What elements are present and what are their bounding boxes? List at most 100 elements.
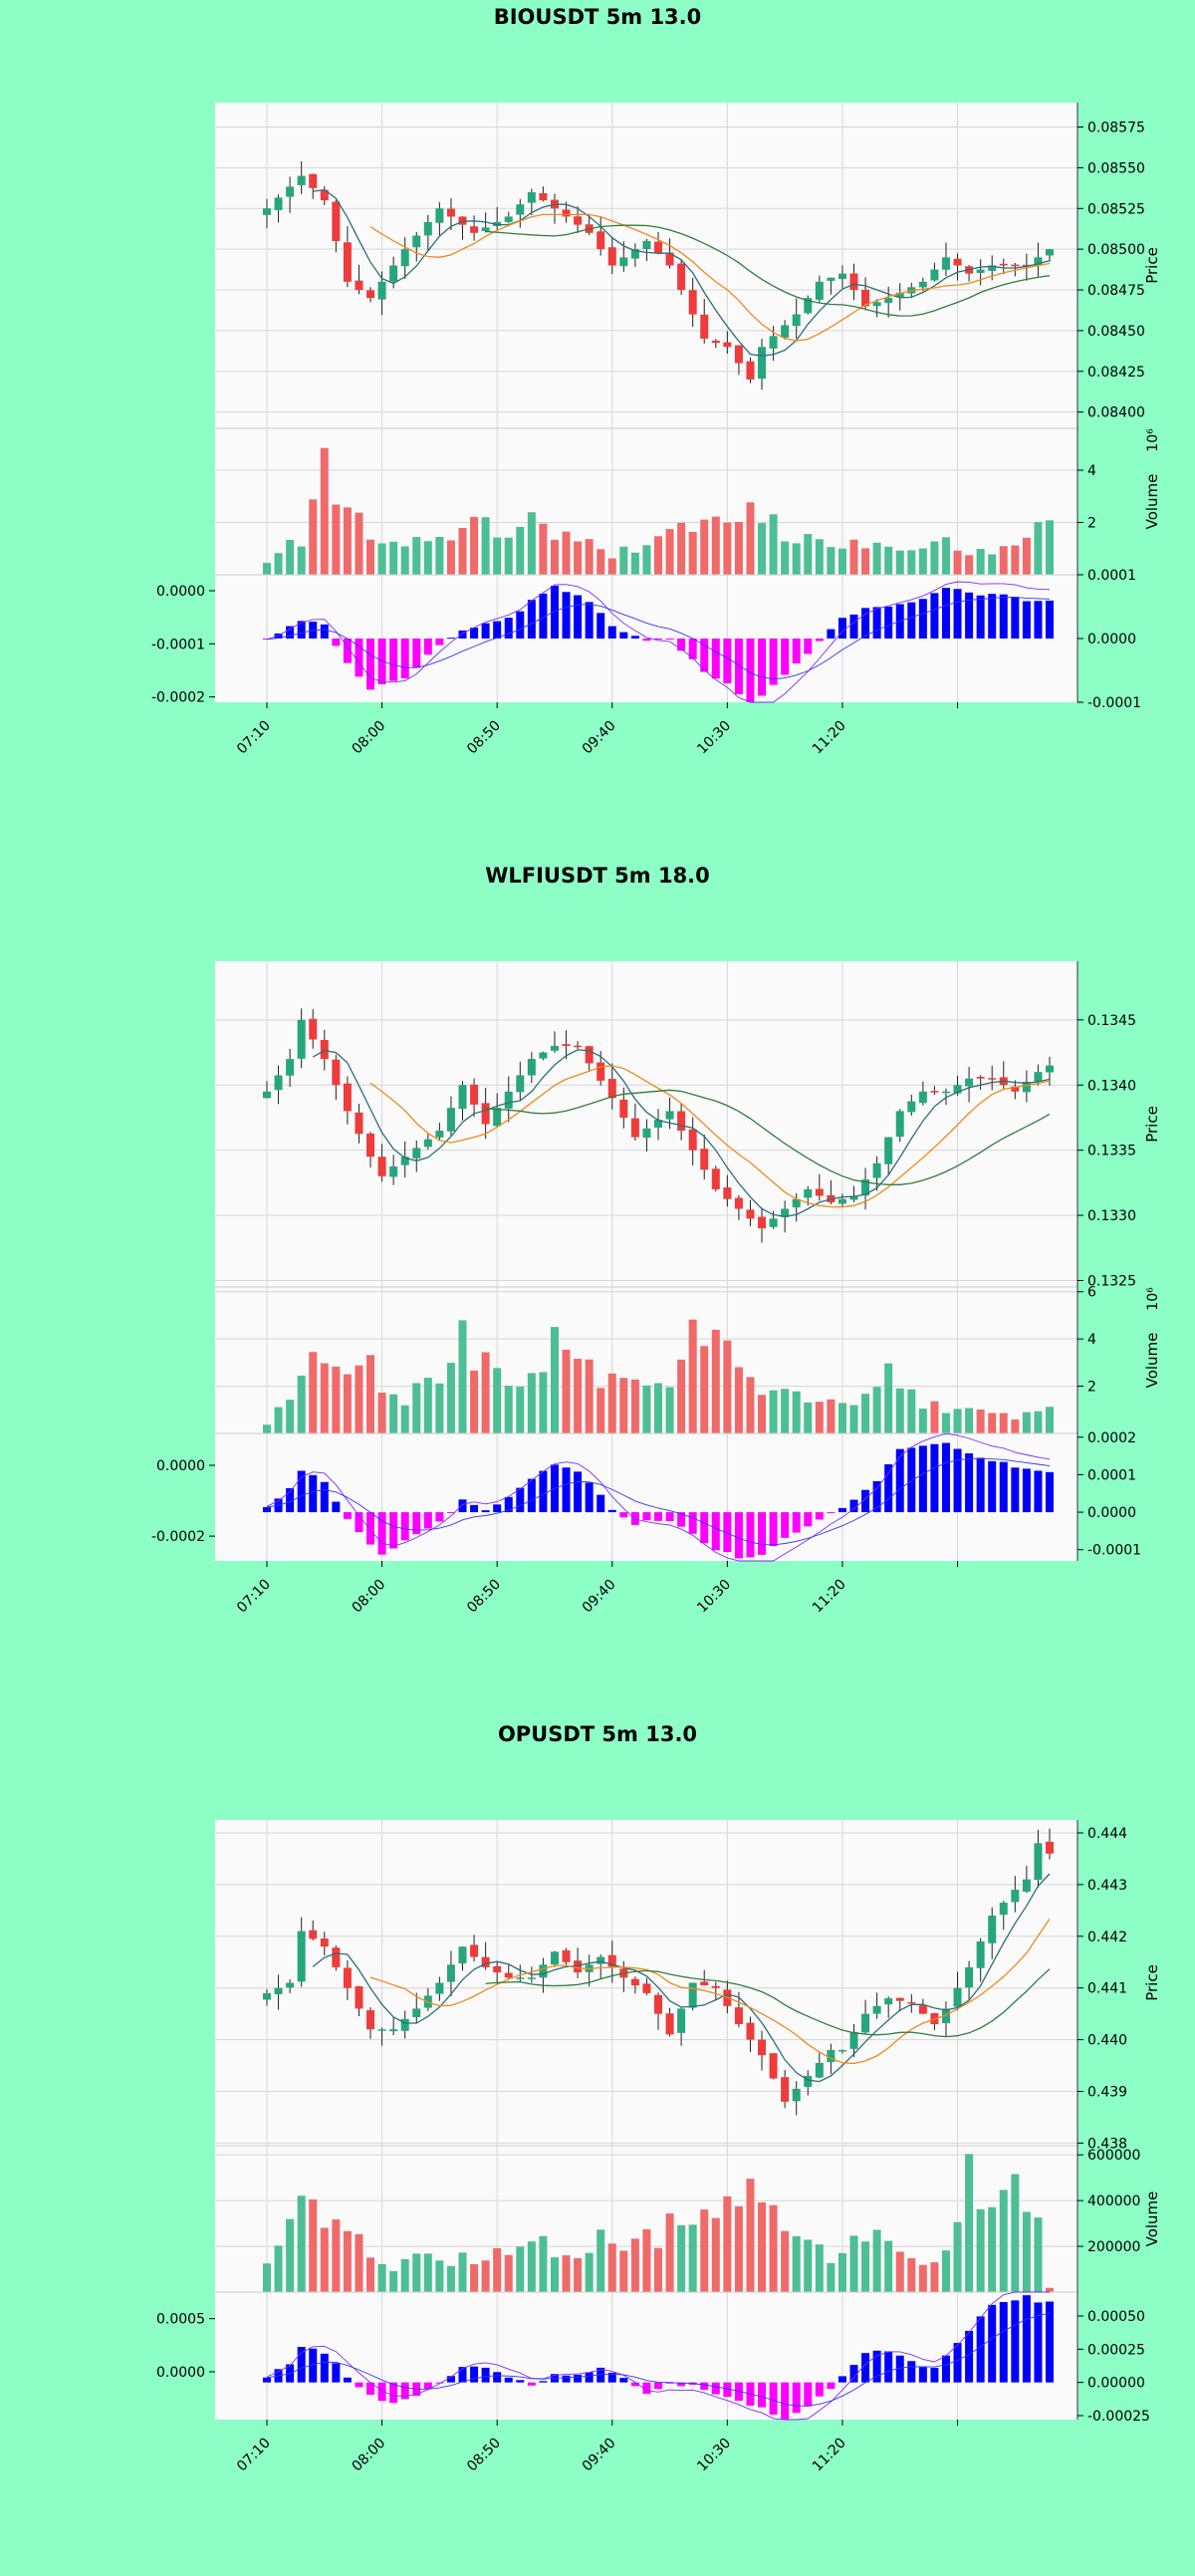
- macd-dif-line: [266, 1432, 1051, 1562]
- candle-up: [884, 1998, 893, 2005]
- volume-bar: [941, 537, 950, 575]
- volume-bar: [861, 2241, 870, 2292]
- volume-bar: [504, 1386, 513, 1433]
- candle-down: [918, 2005, 927, 2014]
- macd-histogram-bar: [723, 639, 732, 684]
- volume-bar: [574, 1359, 583, 1433]
- volume-bar: [930, 541, 939, 575]
- macd-histogram-bar: [527, 600, 536, 639]
- candle-up: [400, 2018, 409, 2031]
- volume-bar: [746, 502, 755, 575]
- candle-down: [366, 1133, 375, 1158]
- macd-histogram-bar: [355, 639, 363, 677]
- macd-histogram-bar: [746, 1512, 755, 1558]
- volume-bar: [619, 1378, 628, 1433]
- candle-down: [562, 1949, 571, 1962]
- volume-bar: [930, 1401, 939, 1433]
- candle-up: [423, 1139, 432, 1148]
- macd-histogram-bar: [1011, 597, 1020, 639]
- time-tick-label: 10:30: [694, 2436, 734, 2475]
- volume-bar: [965, 555, 974, 575]
- macd-histogram-bar: [527, 1478, 536, 1513]
- candle-down: [562, 209, 571, 217]
- volume-bar: [562, 2255, 571, 2292]
- macd-histogram-bar: [481, 2367, 490, 2383]
- macd-histogram-bar: [930, 2368, 939, 2383]
- volume-bar: [999, 1413, 1008, 1433]
- candle-down: [320, 1040, 329, 1060]
- macd-dea-line: [266, 2312, 1051, 2407]
- candle-down: [355, 1986, 363, 2009]
- macd-histogram-bar: [999, 1461, 1008, 1513]
- macd-histogram-bar: [918, 599, 927, 639]
- macd-histogram-bar: [597, 2367, 605, 2383]
- volume-bar: [734, 1367, 743, 1433]
- time-tick-label: 11:20: [810, 1577, 849, 1617]
- macd-histogram-bar: [654, 1512, 662, 1521]
- candle-down: [734, 1197, 743, 1209]
- macd-histogram-bar: [711, 2382, 720, 2395]
- volume-bar: [607, 1373, 616, 1433]
- candle-down: [758, 1216, 767, 1229]
- candle-up: [895, 1111, 904, 1138]
- macd-histogram-bar: [1011, 2300, 1020, 2383]
- volume-bar: [895, 550, 904, 575]
- volume-bar: [332, 504, 341, 575]
- volume-bar: [665, 2213, 674, 2292]
- candle-down: [665, 252, 674, 266]
- volume-bar: [597, 2229, 605, 2292]
- macd-histogram-bar: [1022, 2295, 1031, 2383]
- macd-histogram-bar: [320, 1481, 329, 1513]
- volume-bar: [884, 546, 893, 575]
- volume-bar: [597, 549, 605, 575]
- macd-histogram-bar: [550, 586, 559, 639]
- candle-down: [343, 1967, 352, 1988]
- volume-bar: [792, 2235, 801, 2292]
- macd-histogram-bar: [781, 2382, 790, 2420]
- candle-down: [654, 241, 662, 254]
- macd-histogram-bar: [423, 1512, 432, 1529]
- candle-down: [781, 2077, 790, 2102]
- candle-down: [988, 1078, 997, 1080]
- volume-axis-label: Volume: [1143, 474, 1161, 530]
- volume-bar: [562, 1349, 571, 1433]
- volume-bar: [849, 2235, 858, 2292]
- candle-down: [746, 2022, 755, 2040]
- volume-bar: [827, 2262, 836, 2292]
- macd-right-tick-label: 0.00025: [1087, 2342, 1145, 2358]
- macd-histogram-bar: [343, 639, 352, 663]
- candle-up: [941, 257, 950, 270]
- macd-histogram-bar: [665, 639, 674, 640]
- macd-histogram-bar: [861, 608, 870, 639]
- volume-bar: [550, 2257, 559, 2292]
- volume-bar: [758, 1395, 767, 1433]
- volume-bar: [343, 507, 352, 575]
- macd-histogram-bar: [539, 2381, 548, 2383]
- chart-3: OPUSDT 5m 13.0 0.438 0.439 0.440 0.441 0.442 0…: [156, 1722, 1161, 2474]
- candle-down: [355, 280, 363, 291]
- volume-bar: [734, 2205, 743, 2292]
- volume-bar: [769, 514, 778, 575]
- volume-bar: [941, 2250, 950, 2292]
- candle-up: [804, 1188, 813, 1198]
- macd-dea-line: [266, 1457, 1051, 1546]
- volume-bar: [781, 541, 790, 575]
- candle-up: [550, 1046, 559, 1051]
- candle-up: [677, 2008, 686, 2033]
- macd-histogram-bar: [562, 2375, 571, 2383]
- volume-bar: [446, 2265, 455, 2292]
- chart-panel: [215, 1820, 1077, 2420]
- price-tick-label: 0.440: [1087, 2033, 1127, 2049]
- candle-down: [597, 231, 605, 250]
- candle-up: [377, 281, 386, 300]
- macd-histogram-bar: [965, 1452, 974, 1513]
- price-tick-label: 0.438: [1087, 2136, 1127, 2152]
- candle-down: [539, 192, 548, 201]
- volume-bar: [1011, 545, 1020, 575]
- price-tick-label: 0.443: [1087, 1878, 1127, 1894]
- price-tick-label: 0.439: [1087, 2085, 1127, 2101]
- moving-average-1: [312, 1049, 1051, 1218]
- volume-bar: [435, 2260, 444, 2292]
- volume-bar: [458, 528, 467, 575]
- volume-bar: [884, 2240, 893, 2292]
